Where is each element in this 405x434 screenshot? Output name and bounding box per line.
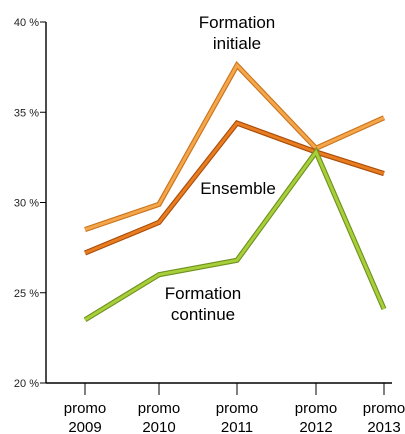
- y-tick-label: 40 %: [14, 17, 39, 29]
- y-tick-label: 35 %: [14, 107, 39, 119]
- x-tick-label-line: 2009: [68, 419, 101, 434]
- x-tick-label: promo 2013: [363, 400, 405, 434]
- series-label-line: continue: [171, 305, 235, 324]
- x-tick-label: promo 2011: [216, 400, 259, 434]
- x-tick-label-line: 2012: [299, 419, 332, 434]
- x-tick-label-line: promo: [295, 400, 338, 417]
- x-tick-label-line: promo: [216, 400, 259, 417]
- series-label: Formation initiale: [199, 13, 276, 53]
- x-tick-label-line: promo: [363, 400, 405, 417]
- y-tick-label: 25 %: [14, 288, 39, 300]
- x-tick-label: promo 2009: [64, 400, 107, 434]
- series-lines: [83, 60, 387, 323]
- x-tick-label-line: promo: [64, 400, 107, 417]
- x-tick-label-line: promo: [138, 400, 181, 417]
- y-tick-label: 20 %: [14, 378, 39, 390]
- series-line: [84, 62, 385, 232]
- x-tick-label-line: 2011: [221, 419, 253, 434]
- series-label-line: Ensemble: [200, 179, 276, 198]
- x-tick-label-line: 2013: [367, 419, 400, 434]
- series-labels: Formation initiale Ensemble Formation contin…: [165, 13, 276, 324]
- series-label: Formation continue: [165, 284, 242, 324]
- x-tick-label: promo 2010: [138, 400, 181, 434]
- series-line: [84, 148, 386, 322]
- series-label-line: Formation: [165, 284, 242, 303]
- series-label-line: initiale: [213, 34, 261, 53]
- y-tick-label: 30 %: [14, 198, 39, 210]
- x-tick-label-line: 2010: [142, 419, 175, 434]
- series-label: Ensemble: [200, 179, 276, 198]
- series-line: [84, 121, 385, 255]
- series-label-line: Formation: [199, 13, 276, 32]
- x-tick-label: promo 2012: [295, 400, 338, 434]
